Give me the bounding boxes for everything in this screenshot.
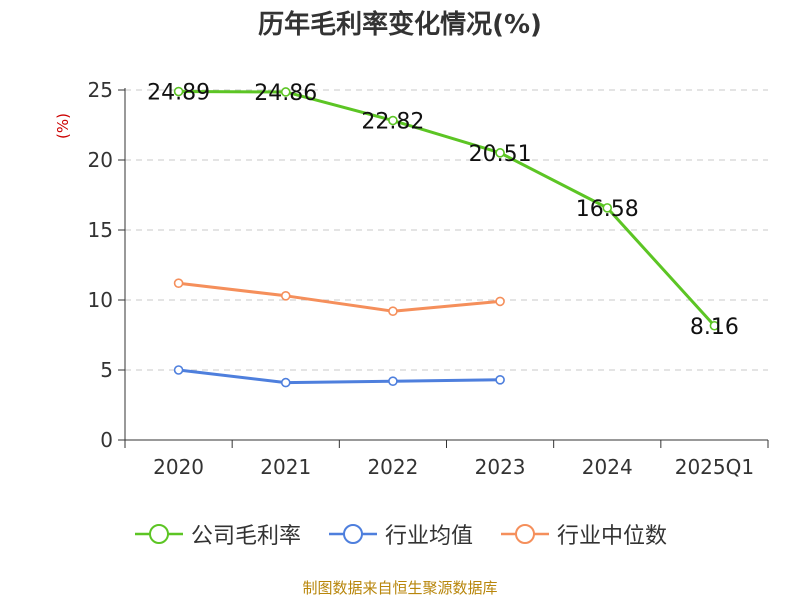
data-label: 24.89 (147, 81, 210, 106)
data-label: 24.86 (254, 81, 317, 106)
series-line-1 (178, 368, 501, 385)
legend-label: 公司毛利率 (190, 524, 301, 549)
x-tick-label: 2025Q1 (675, 455, 754, 479)
series-line-2 (178, 281, 501, 313)
data-label: 16.58 (576, 197, 639, 222)
y-tick-label: 20 (88, 148, 113, 172)
data-label: 8.16 (690, 315, 739, 340)
legend-swatch-icon (328, 524, 377, 544)
data-point (495, 296, 505, 307)
series-line-0 (178, 90, 716, 327)
source-note: 制图数据来自恒生聚源数据库 (302, 579, 498, 597)
x-tick-label: 2022 (367, 455, 418, 479)
legend-item[interactable]: 公司毛利率 (133, 518, 301, 550)
data-point (495, 374, 505, 385)
y-tick-label: 25 (88, 78, 113, 102)
data-label: 22.82 (361, 110, 424, 135)
data-label: 20.51 (469, 142, 532, 167)
data-point (173, 86, 184, 97)
x-tick-label: 2021 (260, 455, 311, 479)
data-point (388, 115, 398, 126)
data-point (495, 148, 505, 158)
legend-label: 行业均值 (384, 524, 473, 549)
legend-swatch-icon (501, 524, 549, 544)
y-tick-label: 5 (100, 358, 113, 382)
y-tick-label: 0 (100, 428, 113, 452)
legend-swatch-icon (134, 524, 183, 544)
data-point (173, 278, 184, 289)
legend-item[interactable]: 行业均值 (327, 518, 473, 550)
y-tick-label: 10 (88, 288, 113, 312)
data-point (280, 290, 291, 301)
x-tick-label: 2023 (475, 455, 526, 479)
data-point (709, 320, 720, 331)
y-axis-label: (%) (54, 113, 72, 139)
x-tick-label: 2024 (582, 455, 633, 479)
data-point (280, 377, 291, 388)
data-point (602, 203, 613, 213)
data-point (388, 306, 398, 317)
data-point (280, 87, 291, 97)
legend-item[interactable]: 行业中位数 (499, 518, 667, 550)
data-point (173, 365, 184, 375)
chart-title: 历年毛利率变化情况(%) (258, 10, 542, 40)
data-point (388, 376, 398, 387)
legend-label: 行业中位数 (557, 524, 668, 549)
y-tick-label: 15 (88, 218, 113, 242)
legend: 公司毛利率 行业均值 行业中位数 (0, 518, 800, 550)
x-tick-label: 2020 (153, 455, 204, 479)
